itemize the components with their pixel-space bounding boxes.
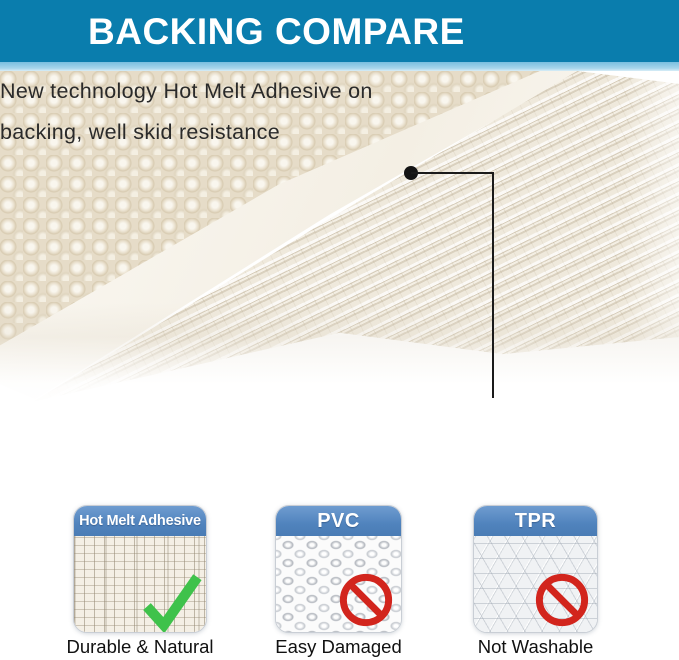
card-title-tpr: TPR xyxy=(474,506,597,536)
callout-line-horizontal xyxy=(411,172,493,174)
check-icon xyxy=(143,574,202,632)
caption-hot-melt-adhesive: Durable & Natural xyxy=(66,636,214,657)
card-title-pvc: PVC xyxy=(276,506,401,536)
callout-text-line-2: backing, well skid resistance xyxy=(0,120,280,144)
callout-line-vertical xyxy=(492,172,494,398)
card-hot-melt-adhesive: Hot Melt Adhesive xyxy=(73,505,207,633)
pvc-texture xyxy=(276,536,401,632)
tpr-texture xyxy=(474,536,597,632)
header-banner: BACKING COMPARE xyxy=(0,0,679,62)
caption-pvc: Easy Damaged xyxy=(275,636,402,657)
banner-title: BACKING COMPARE xyxy=(88,11,465,52)
card-tpr: TPR xyxy=(473,505,598,633)
callout-text-line-1: New technology Hot Melt Adhesive on xyxy=(0,79,373,103)
card-pvc: PVC xyxy=(275,505,402,633)
hot-melt-adhesive-texture xyxy=(74,536,206,632)
product-photo: New technology Hot Melt Adhesive on back… xyxy=(0,71,679,500)
banner-accent-strip xyxy=(0,62,679,71)
callout-text: New technology Hot Melt Adhesive on back… xyxy=(0,71,430,500)
prohibition-icon xyxy=(535,573,589,627)
card-title-hot-melt-adhesive: Hot Melt Adhesive xyxy=(74,506,206,536)
prohibition-icon xyxy=(339,573,393,627)
caption-tpr: Not Washable xyxy=(477,636,594,657)
